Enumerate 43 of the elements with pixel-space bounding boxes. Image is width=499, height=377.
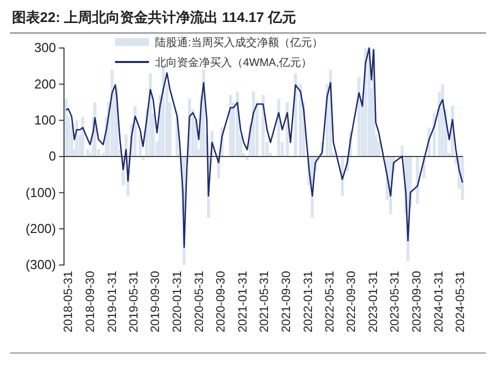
x-tick-label: 2022-01-31: [300, 270, 315, 332]
x-tick-label: 2018-05-31: [61, 270, 76, 332]
bar: [357, 76, 360, 156]
bar: [262, 95, 265, 156]
y-tick-label: 0: [48, 148, 56, 164]
bar: [110, 70, 114, 156]
bar: [81, 116, 84, 156]
y-tick-label: (100): [26, 184, 56, 200]
bar: [277, 98, 280, 156]
x-tick-label: 2023-05-31: [388, 270, 402, 332]
x-tick-label: 2020-01-31: [170, 270, 184, 332]
x-tick-label: 2019-09-30: [148, 270, 162, 332]
x-tick-label: 2023-01-31: [366, 270, 380, 332]
x-tick-label: 2022-05-31: [322, 270, 336, 332]
x-tick-label: 2019-01-31: [104, 270, 119, 332]
x-tick-label: 2019-05-31: [126, 270, 140, 332]
bar: [299, 84, 302, 156]
y-tick-label: (200): [26, 220, 56, 236]
bar: [252, 91, 255, 156]
bar: [460, 156, 464, 200]
y-tick-label: (300): [26, 257, 56, 272]
x-tick-label: 2021-01-31: [236, 270, 250, 332]
legend-label: 北向资金净买入（4WMA,亿元）: [155, 56, 312, 69]
x-tick-label: 2020-09-30: [214, 270, 228, 332]
x-tick-label: 2022-09-30: [344, 270, 358, 332]
bar: [162, 66, 165, 156]
x-tick-label: 2021-09-30: [278, 270, 293, 332]
bar: [400, 146, 404, 156]
y-tick-label: 200: [34, 76, 56, 92]
y-tick-label: 100: [34, 112, 56, 128]
bar: [138, 134, 142, 156]
x-tick-label: 2024-01-31: [431, 270, 446, 332]
x-tick-label: 2020-05-31: [192, 270, 206, 332]
x-tick-label: 2018-09-30: [82, 270, 97, 332]
x-tick-label: 2024-05-31: [452, 270, 467, 332]
bar: [416, 156, 419, 204]
bar: [441, 84, 444, 156]
y-tick-label: 300: [34, 40, 56, 56]
x-tick-label: 2023-09-30: [409, 270, 424, 332]
x-tick-label: 2021-05-31: [257, 270, 272, 332]
chart-title: 图表22: 上周北向资金共计净流出 114.17 亿元: [12, 9, 296, 25]
bar: [228, 95, 232, 156]
legend-label: 陆股通:当周买入成交净额（亿元）: [155, 36, 324, 49]
